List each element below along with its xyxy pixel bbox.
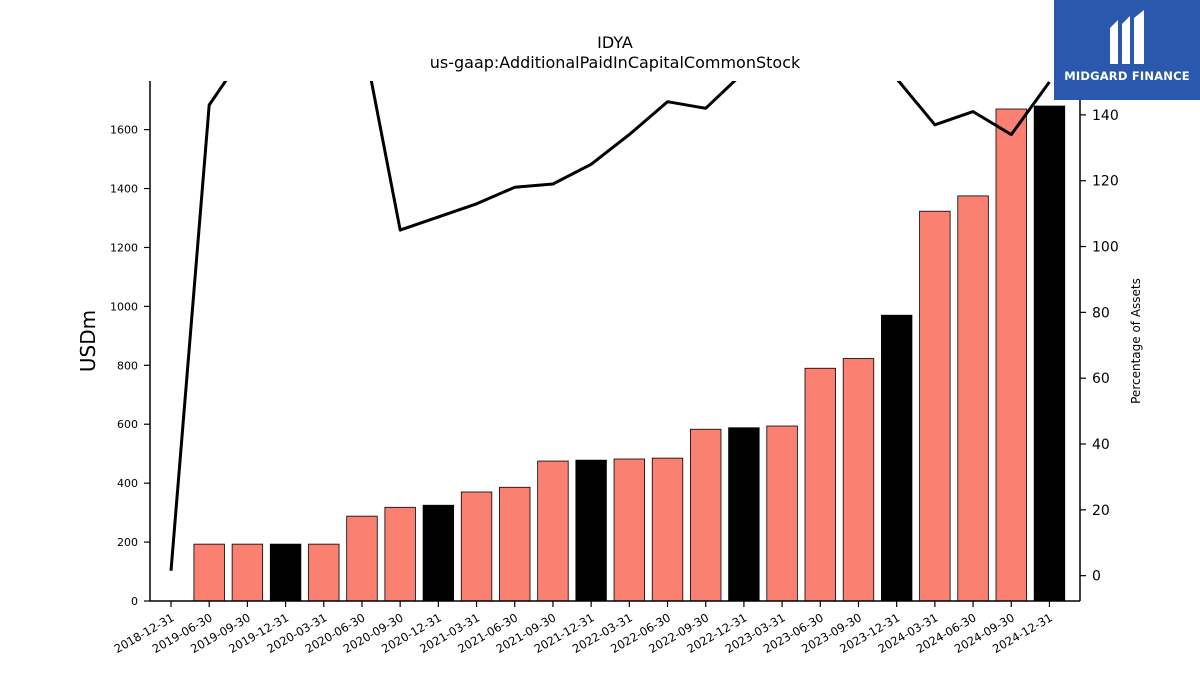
- bar-2024-12-31: [1033, 105, 1066, 602]
- bar-2022-09-30: [690, 428, 722, 602]
- y-tick-label: 600: [117, 418, 138, 431]
- bar-2020-12-31: [422, 504, 455, 602]
- bar-2020-03-31: [308, 543, 340, 602]
- bar-2024-06-30: [957, 195, 989, 602]
- bar-2022-12-31: [728, 427, 760, 602]
- y2-tick-label: 120: [1092, 174, 1119, 190]
- bar-2019-06-30: [193, 543, 225, 602]
- bar-2023-03-31: [766, 425, 798, 602]
- logo-text: MIDGARD FINANCE: [1064, 69, 1190, 83]
- midgard-finance-logo: MIDGARD FINANCE: [1054, 0, 1200, 100]
- y-tick-label: 1600: [110, 124, 138, 137]
- y2-tick-label: 0: [1092, 569, 1101, 585]
- y-tick-label: 0: [131, 595, 138, 608]
- y2-tick-label: 100: [1092, 240, 1119, 256]
- percentage-series: [169, 81, 1051, 571]
- y-tick-label: 400: [117, 477, 138, 490]
- percentage-line: [169, 81, 1051, 571]
- bar-2023-09-30: [842, 358, 875, 602]
- bar-2019-09-30: [231, 543, 264, 602]
- bar-2021-03-31: [460, 491, 493, 602]
- bar-2019-12-31: [269, 543, 302, 602]
- chart-title: IDYA: [597, 33, 633, 52]
- bar-2024-09-30: [995, 108, 1027, 602]
- bar-2021-06-30: [499, 486, 531, 602]
- y-tick-label: 200: [117, 536, 138, 549]
- y-tick-label: 1200: [110, 241, 138, 254]
- y2-tick-label: 140: [1092, 108, 1119, 124]
- bar-2020-09-30: [384, 506, 416, 602]
- bar-2024-03-31: [919, 210, 951, 602]
- bar-2021-09-30: [537, 460, 569, 602]
- y2-tick-label: 80: [1092, 305, 1110, 321]
- y2-tick-label: 60: [1092, 371, 1110, 387]
- y-tick-label: 1000: [110, 300, 138, 313]
- bar-2020-06-30: [346, 515, 378, 602]
- bar-2023-06-30: [804, 367, 836, 602]
- y2-axis-label: Percentage of Assets: [1129, 278, 1143, 404]
- y2-tick-label: 40: [1092, 437, 1110, 453]
- y2-tick-label: 20: [1092, 503, 1110, 519]
- bar-2021-12-31: [575, 459, 607, 602]
- chart-subtitle: us-gaap:AdditionalPaidInCapitalCommonSto…: [430, 53, 801, 72]
- logo-mark-icon: [1110, 10, 1144, 64]
- y-axis-label: USDm: [76, 310, 100, 372]
- bar-2023-12-31: [880, 314, 913, 602]
- bar-series: [193, 105, 1066, 602]
- y-tick-label: 800: [117, 359, 138, 372]
- bar-2022-03-31: [613, 458, 645, 602]
- bar-2022-06-30: [651, 457, 684, 602]
- y-tick-label: 1400: [110, 183, 138, 196]
